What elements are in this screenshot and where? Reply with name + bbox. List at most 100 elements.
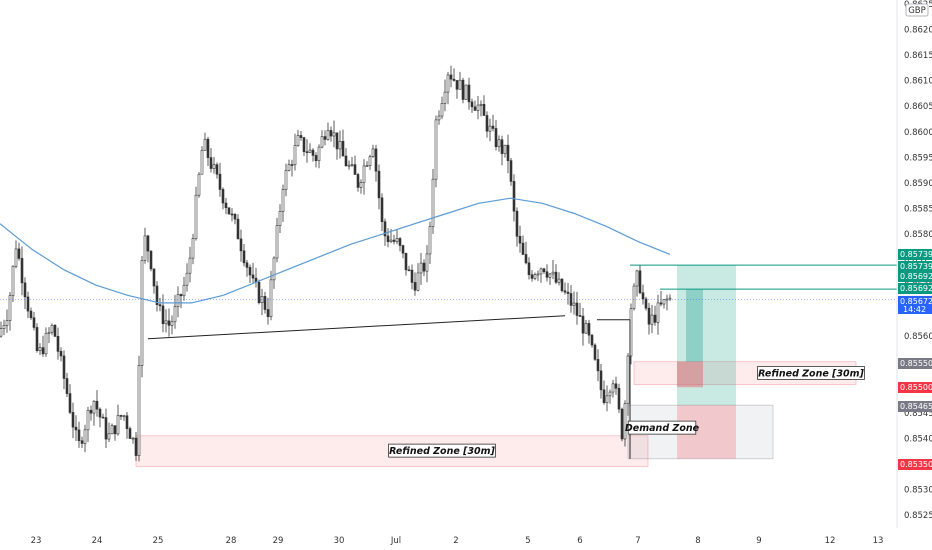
price-tag: [898, 249, 932, 260]
candle-body: [596, 359, 600, 372]
candle-body: [560, 278, 564, 292]
candle-body: [656, 302, 660, 323]
price-tag: [898, 271, 932, 282]
trendline: [147, 315, 631, 459]
candle-body: [608, 391, 612, 397]
candle-body: [653, 314, 657, 323]
candle-body: [500, 139, 504, 154]
candle-body: [341, 140, 345, 157]
candle-body: [302, 137, 306, 152]
candle-body: [614, 383, 618, 389]
candle-body: [467, 84, 471, 103]
candle-body: [539, 268, 543, 275]
candle-body: [374, 148, 378, 172]
candle-body: [452, 78, 456, 81]
candle-body: [290, 164, 294, 166]
candle-body: [62, 355, 66, 379]
x-tick-label: 25: [153, 536, 164, 546]
time-axis[interactable]: 23 24 25 28 29 30 Jul 2 5 6 7 8 9 12 13: [31, 536, 884, 546]
candle-body: [323, 136, 327, 140]
candle-body: [317, 146, 321, 162]
candle-body: [137, 365, 141, 456]
candle-body: [77, 429, 81, 442]
candle-body: [491, 125, 495, 129]
candle-body: [461, 79, 465, 100]
candle-body: [158, 304, 162, 307]
candle-body: [293, 145, 297, 166]
candle-body: [143, 235, 147, 261]
candle-body: [332, 132, 336, 137]
candle-body: [140, 260, 144, 366]
candle-body: [164, 320, 168, 325]
candle-body: [35, 327, 39, 351]
candle-body: [95, 400, 99, 410]
candle-body: [86, 409, 90, 431]
candle-body: [620, 408, 624, 440]
candle-body: [23, 282, 27, 298]
entry-target-box: [686, 289, 703, 362]
candle-body: [557, 278, 561, 283]
candle-body: [212, 164, 216, 169]
candle-body: [134, 437, 138, 456]
candle-body: [638, 270, 642, 294]
candle-body: [548, 273, 552, 278]
candle-body: [50, 324, 54, 333]
candle-body: [122, 415, 126, 418]
candle-body: [17, 248, 21, 259]
candle-body: [410, 269, 414, 283]
candle-body: [533, 274, 537, 279]
candle-body: [281, 189, 285, 212]
candle-body: [485, 115, 489, 132]
currency-label: GBP: [908, 6, 926, 16]
candle-body: [662, 299, 666, 305]
candle-body: [56, 336, 60, 352]
x-tick-label: 12: [825, 536, 836, 546]
x-tick-label: 30: [334, 536, 345, 546]
candle-body: [530, 274, 534, 279]
candle-body: [641, 292, 645, 300]
candle-body: [599, 370, 603, 391]
candle-body: [635, 270, 639, 287]
candle-body: [668, 297, 672, 300]
candle-body: [173, 306, 177, 323]
candle-body: [92, 400, 96, 414]
candle-body: [422, 262, 426, 272]
candle-body: [65, 378, 69, 394]
candles: [0, 65, 672, 462]
currency-badge: GBP: [905, 3, 929, 17]
candle-body: [197, 173, 201, 196]
candle-body: [578, 315, 582, 317]
candle-body: [44, 333, 48, 355]
candle-body: [434, 119, 438, 180]
price-tag-label: 0.85500: [900, 383, 932, 392]
candle-body: [308, 149, 312, 153]
candle-body: [191, 238, 195, 259]
candle-body: [299, 135, 303, 138]
x-tick-label: 13: [873, 536, 884, 546]
candle-body: [446, 74, 450, 93]
candle-body: [68, 393, 72, 413]
candle-body: [581, 315, 585, 334]
candle-body: [470, 101, 474, 108]
candle-body: [338, 140, 342, 150]
candle-body: [146, 235, 150, 252]
candle-body: [11, 265, 15, 296]
countdown-label: 14:42: [903, 305, 926, 314]
zone-label-box: [757, 366, 865, 380]
candle-body: [80, 440, 84, 444]
candle-body: [8, 295, 12, 321]
candle-body: [383, 221, 387, 237]
zone-label: Demand Zone: [625, 423, 700, 434]
candle-body: [359, 182, 363, 188]
candle-body: [206, 138, 210, 158]
x-tick-label: 6: [577, 536, 582, 546]
entry-stop-box: [677, 361, 703, 388]
candle-body: [257, 281, 261, 303]
moving-average: [0, 197, 671, 304]
candle-body: [245, 262, 249, 268]
price-axis[interactable]: 0.862500.862000.861500.861000.860500.860…: [904, 0, 932, 521]
